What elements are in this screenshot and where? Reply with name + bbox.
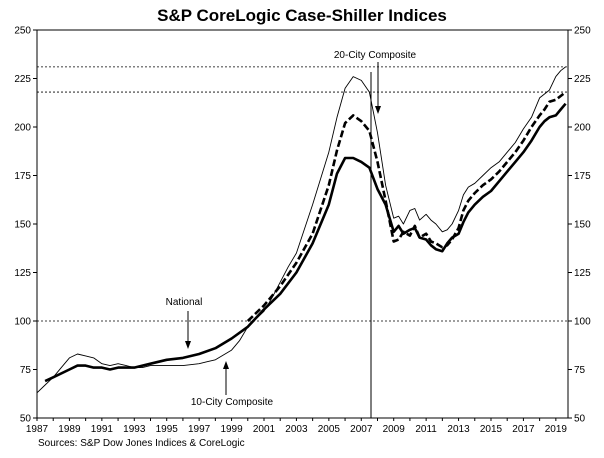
series-line-20-city-composite — [246, 91, 567, 322]
x-tick-label: 2005 — [318, 424, 341, 435]
y-tick-label-right: 50 — [574, 414, 586, 425]
x-tick-label: 2019 — [545, 424, 568, 435]
chart-title: S&P CoreLogic Case-Shiller Indices — [157, 6, 447, 25]
x-tick-label: 1987 — [26, 424, 49, 435]
x-tick-label: 2011 — [415, 424, 437, 435]
y-tick-label: 175 — [14, 171, 31, 182]
source-note: Sources: S&P Dow Jones Indices & CoreLog… — [38, 438, 245, 449]
y-tick-label: 250 — [14, 26, 31, 37]
x-tick-label: 2003 — [285, 424, 308, 435]
y-tick-label: 200 — [14, 123, 31, 134]
y-tick-label: 50 — [20, 414, 32, 425]
y-tick-label-right: 175 — [574, 171, 591, 182]
y-tick-label: 100 — [14, 317, 31, 328]
annotations: 20-City Composite National 10-City Composi… — [166, 50, 417, 408]
reference-lines — [37, 66, 568, 418]
plot-frame — [36, 29, 569, 419]
y-tick-label-right: 75 — [574, 365, 586, 376]
x-tick-label: 1995 — [156, 424, 179, 435]
x-tick-label: 2017 — [512, 424, 535, 435]
x-tick-label: 2007 — [350, 424, 373, 435]
y-tick-label: 75 — [20, 365, 32, 376]
annotation-10-city-arrowhead — [223, 361, 229, 369]
x-tick-label: 1989 — [58, 424, 81, 435]
series-line-national — [44, 102, 567, 383]
x-tick-label: 2009 — [383, 424, 406, 435]
x-tick-label: 1999 — [220, 424, 243, 435]
x-tick-label: 2013 — [447, 424, 470, 435]
y-tick-label-right: 125 — [574, 268, 591, 279]
y-tick-label-right: 250 — [574, 26, 591, 37]
x-tick-label: 1993 — [123, 424, 146, 435]
y-tick-label-right: 225 — [574, 74, 591, 85]
y-tick-label: 125 — [14, 268, 31, 279]
x-tick-label: 1991 — [91, 424, 114, 435]
annotation-10-city-label: 10-City Composite — [191, 397, 274, 408]
x-tick-label: 1997 — [188, 424, 211, 435]
x-tick-label: 2015 — [480, 424, 503, 435]
annotation-national-label: National — [166, 297, 203, 308]
axis-ticks: 50 50 75 75 100 100 125 125 150 150 175 175 200 200 22… — [14, 26, 591, 436]
y-tick-label-right: 200 — [574, 123, 591, 134]
y-tick-label: 225 — [14, 74, 31, 85]
y-tick-label-right: 150 — [574, 220, 591, 231]
y-tick-label-right: 100 — [574, 317, 591, 328]
series-lines — [36, 66, 567, 394]
y-tick-label: 150 — [14, 220, 31, 231]
annotation-national-arrowhead — [185, 341, 191, 349]
x-tick-label: 2001 — [253, 424, 276, 435]
series-line-10-city-composite — [36, 66, 566, 394]
annotation-20-city-label: 20-City Composite — [334, 50, 417, 61]
annotation-20-city-arrowhead — [375, 106, 381, 114]
